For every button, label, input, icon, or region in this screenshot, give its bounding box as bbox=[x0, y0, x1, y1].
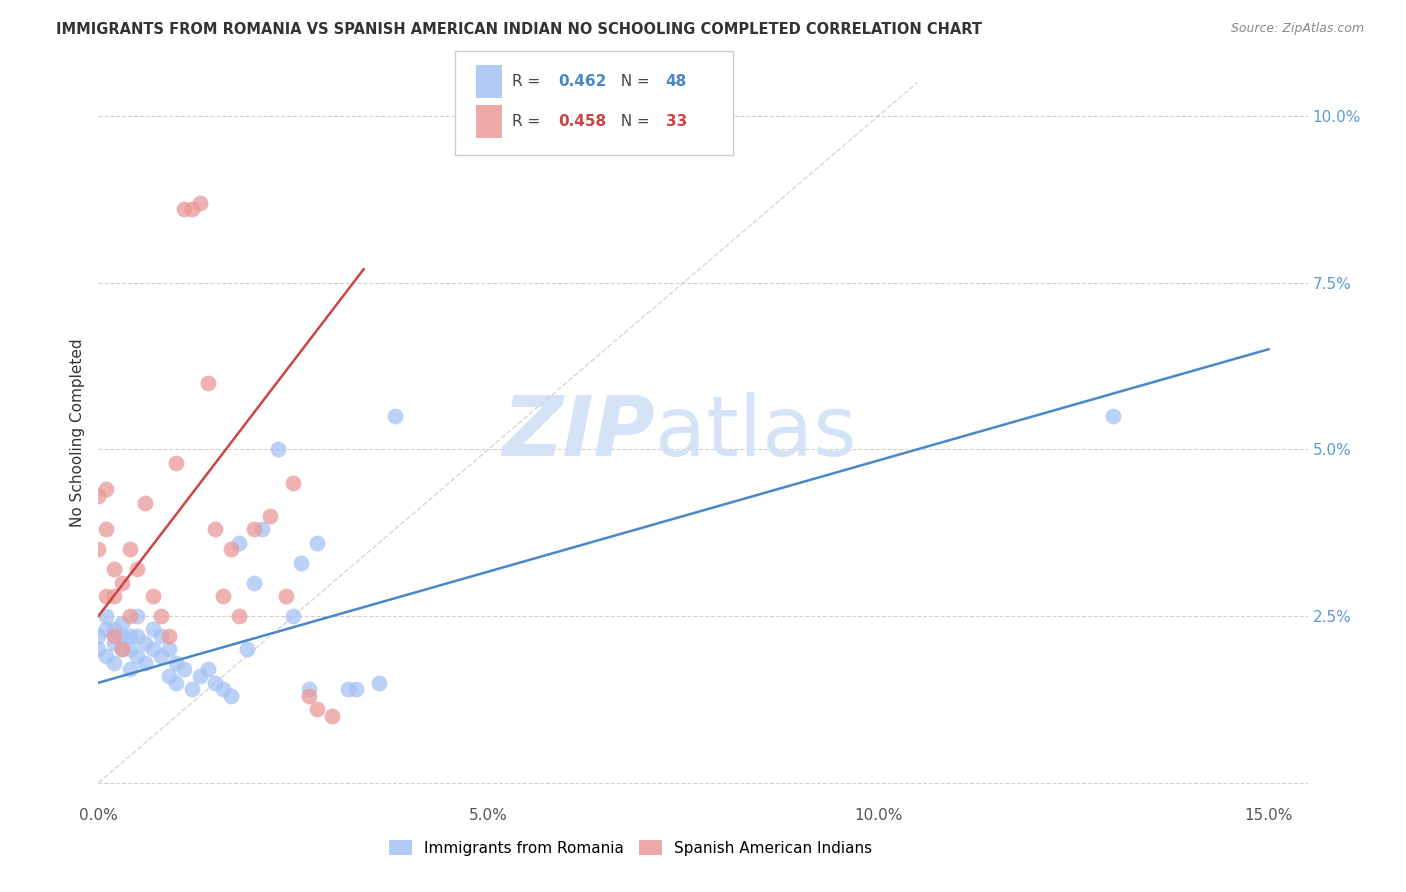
Text: IMMIGRANTS FROM ROMANIA VS SPANISH AMERICAN INDIAN NO SCHOOLING COMPLETED CORREL: IMMIGRANTS FROM ROMANIA VS SPANISH AMERI… bbox=[56, 22, 983, 37]
Text: R =: R = bbox=[512, 114, 546, 128]
Point bbox=[103, 656, 125, 670]
Point bbox=[111, 629, 134, 643]
Point bbox=[96, 609, 118, 624]
Point bbox=[283, 609, 305, 624]
Point bbox=[290, 556, 312, 570]
Point bbox=[127, 562, 149, 576]
Point bbox=[298, 682, 321, 697]
Point bbox=[149, 609, 172, 624]
Point bbox=[165, 456, 187, 470]
Text: ZIP: ZIP bbox=[502, 392, 655, 473]
Point bbox=[1101, 409, 1123, 423]
Point bbox=[134, 496, 156, 510]
Point bbox=[127, 629, 149, 643]
Point bbox=[188, 195, 211, 210]
Point bbox=[118, 542, 141, 557]
Point bbox=[173, 202, 195, 217]
Text: 33: 33 bbox=[665, 114, 686, 128]
Point bbox=[157, 629, 180, 643]
Point bbox=[197, 376, 219, 390]
Point bbox=[103, 629, 125, 643]
Point bbox=[165, 675, 187, 690]
Point bbox=[228, 609, 250, 624]
Point bbox=[305, 535, 328, 549]
Point bbox=[274, 589, 297, 603]
Point bbox=[134, 636, 156, 650]
Point bbox=[103, 562, 125, 576]
Point bbox=[243, 575, 266, 590]
Text: Source: ZipAtlas.com: Source: ZipAtlas.com bbox=[1230, 22, 1364, 36]
Bar bbox=[475, 104, 502, 138]
Point bbox=[252, 522, 274, 536]
Point bbox=[149, 629, 172, 643]
Point bbox=[96, 648, 118, 663]
Point bbox=[283, 475, 305, 490]
Point bbox=[103, 623, 125, 637]
Point bbox=[157, 669, 180, 683]
Point bbox=[344, 682, 367, 697]
Point bbox=[87, 489, 110, 503]
Point bbox=[165, 656, 187, 670]
Point bbox=[298, 689, 321, 703]
Point bbox=[142, 589, 165, 603]
Point bbox=[87, 542, 110, 557]
Point bbox=[142, 642, 165, 657]
Point bbox=[96, 522, 118, 536]
Point bbox=[368, 675, 391, 690]
Text: 0.458: 0.458 bbox=[558, 114, 606, 128]
Point bbox=[212, 589, 235, 603]
Point bbox=[103, 589, 125, 603]
Point bbox=[111, 642, 134, 657]
Text: atlas: atlas bbox=[655, 392, 856, 473]
Point bbox=[267, 442, 290, 457]
Point bbox=[181, 202, 204, 217]
Text: N =: N = bbox=[612, 74, 655, 89]
Text: R =: R = bbox=[512, 74, 546, 89]
Point bbox=[243, 522, 266, 536]
Point bbox=[96, 589, 118, 603]
Text: N =: N = bbox=[612, 114, 655, 128]
Point bbox=[235, 642, 257, 657]
Point bbox=[118, 609, 141, 624]
Point bbox=[219, 689, 242, 703]
Point bbox=[96, 483, 118, 497]
Point bbox=[212, 682, 235, 697]
Point bbox=[127, 648, 149, 663]
Point bbox=[204, 522, 226, 536]
Point bbox=[127, 609, 149, 624]
Point bbox=[118, 629, 141, 643]
Point bbox=[181, 682, 204, 697]
Point bbox=[305, 702, 328, 716]
Point bbox=[228, 535, 250, 549]
Point bbox=[111, 615, 134, 630]
Point bbox=[204, 675, 226, 690]
Y-axis label: No Schooling Completed: No Schooling Completed bbox=[70, 338, 86, 527]
Text: 48: 48 bbox=[665, 74, 686, 89]
Point bbox=[111, 575, 134, 590]
Point bbox=[173, 662, 195, 676]
Point bbox=[87, 642, 110, 657]
Point bbox=[157, 642, 180, 657]
Text: 0.462: 0.462 bbox=[558, 74, 606, 89]
Point bbox=[142, 623, 165, 637]
Point bbox=[259, 508, 281, 523]
Point bbox=[384, 409, 406, 423]
Point bbox=[103, 636, 125, 650]
Point bbox=[149, 648, 172, 663]
FancyBboxPatch shape bbox=[456, 52, 734, 155]
Point bbox=[118, 642, 141, 657]
Bar bbox=[475, 64, 502, 98]
Point bbox=[337, 682, 360, 697]
Legend: Immigrants from Romania, Spanish American Indians: Immigrants from Romania, Spanish America… bbox=[382, 834, 879, 862]
Point bbox=[111, 642, 134, 657]
Point bbox=[197, 662, 219, 676]
Point bbox=[321, 709, 343, 723]
Point bbox=[188, 669, 211, 683]
Point bbox=[219, 542, 242, 557]
Point bbox=[96, 623, 118, 637]
Point bbox=[134, 656, 156, 670]
Point bbox=[118, 662, 141, 676]
Point bbox=[87, 629, 110, 643]
